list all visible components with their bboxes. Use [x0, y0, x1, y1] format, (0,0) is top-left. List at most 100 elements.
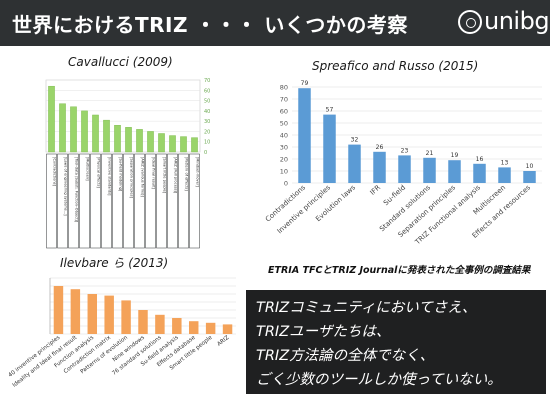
bar — [121, 300, 131, 334]
bar — [81, 110, 88, 153]
data-label: 23 — [401, 147, 409, 154]
bar — [323, 114, 336, 183]
data-label: 19 — [451, 152, 459, 159]
label-box — [167, 153, 178, 249]
data-label: 16 — [476, 156, 484, 163]
label-box — [112, 153, 123, 249]
slide-title: 世界におけるTRIZ ・・・ いくつかの考察 — [12, 13, 408, 37]
x-tick-label: [Mindset-mover] — [196, 157, 200, 187]
y-tick-label: 40 — [280, 132, 288, 140]
bar — [155, 314, 165, 334]
data-label: 26 — [376, 144, 384, 151]
plot-frame — [45, 79, 201, 153]
callout-line: TRIZ方法論の全体でなく、 — [256, 348, 435, 364]
label-box — [57, 153, 68, 249]
y-tick-label: 10 — [280, 168, 288, 176]
bar — [59, 103, 66, 153]
bar — [188, 321, 199, 334]
data-label: 32 — [351, 137, 359, 144]
conclusion-callout: TRIZコミュニティにおいてさえ、 TRIZユーザたちは、 TRIZ方法論の全体… — [246, 290, 546, 394]
callout-line: TRIZユーザたちは、 — [256, 324, 391, 340]
bar — [348, 144, 361, 183]
y-tick-label: 30 — [204, 119, 210, 125]
bar — [298, 88, 311, 183]
x-tick-label: [Inventive standards] — [108, 157, 112, 196]
y-tick-label: 80 — [280, 84, 288, 92]
bar — [48, 85, 55, 153]
y-tick-label: 60 — [280, 108, 288, 116]
label-box — [46, 153, 57, 249]
bar — [205, 322, 216, 334]
header-bar: 世界におけるTRIZ ・・・ いくつかの考察 unibg — [0, 0, 550, 46]
y-tick-label: 70 — [204, 78, 210, 84]
bar — [158, 133, 165, 153]
x-tick-label: [Su-field modeling] — [119, 157, 123, 192]
y-tick-label: 10 — [204, 140, 210, 146]
y-tick-label: 50 — [280, 120, 288, 128]
x-tick-label: Ideality and Ideal final result — [12, 334, 79, 388]
label-box — [178, 153, 189, 249]
data-label: 57 — [326, 107, 334, 114]
bar — [373, 151, 386, 183]
x-tick-label: [Multiscreen] — [86, 157, 90, 181]
y-tick-label: 50 — [204, 99, 210, 105]
bar — [523, 171, 536, 183]
label-box — [156, 153, 167, 249]
cavallucci-chart-title: Cavallucci (2009) — [68, 55, 173, 69]
data-label: 21 — [426, 150, 434, 157]
bar — [53, 286, 64, 334]
bar — [125, 127, 132, 153]
bar — [498, 167, 511, 183]
bar — [172, 318, 182, 334]
bar — [104, 295, 114, 334]
bar — [423, 157, 436, 183]
label-box — [145, 153, 156, 249]
label-box — [134, 153, 145, 249]
label-box — [90, 153, 101, 249]
bar — [473, 163, 486, 183]
label-box — [189, 153, 200, 249]
bar — [191, 137, 198, 153]
bar — [92, 114, 99, 153]
data-label: 79 — [301, 80, 309, 87]
bar — [114, 125, 121, 153]
x-tick-label: [Pattern of effects] — [185, 157, 189, 191]
bar — [147, 131, 154, 153]
bar — [169, 135, 176, 153]
y-tick-label: 20 — [280, 156, 288, 164]
callout-line: ごく少数のツールしか使っていない。 — [256, 372, 502, 388]
bar — [87, 294, 98, 334]
bar — [448, 160, 461, 183]
survey-caption: ETRIA TFCとTRIZ Journalに発表された全事例の調査結果 — [268, 265, 531, 276]
x-tick-label: [Separation principles] — [130, 157, 134, 198]
cavallucci-bar-chart: 0 10 20 30 40 50 60 70 [Contradictions] [Laws of … — [45, 78, 210, 249]
y-tick-label: 70 — [280, 96, 288, 104]
label-box — [123, 153, 134, 249]
x-tick-label: [Tool-data (Substi. Function–Object)] — [75, 157, 79, 223]
label-box — [101, 153, 112, 249]
x-tick-label: [Smart little people] — [163, 157, 167, 194]
y-tick-label: 20 — [204, 129, 210, 135]
y-tick-label: 30 — [280, 144, 288, 152]
y-tick-label: 0 — [284, 180, 288, 188]
bar — [138, 310, 148, 334]
bar — [70, 289, 81, 334]
x-tick-label: [ARIZ (Full process)] — [174, 157, 178, 194]
spreafico-chart-title: Spreafico and Russo (2015) — [312, 59, 479, 73]
label-box — [79, 153, 90, 249]
data-label: 13 — [501, 159, 509, 166]
label-box — [68, 153, 79, 249]
logo-text: unibg — [484, 7, 550, 35]
callout-line: TRIZコミュニティにおいてさえ、 — [256, 300, 477, 316]
x-tick-label: IFR — [369, 183, 383, 196]
x-tick-label: [Ideal final result] — [152, 157, 156, 189]
data-label: 10 — [526, 163, 534, 170]
y-tick-label: 40 — [204, 109, 210, 115]
x-tick-label: ARIZ — [216, 335, 230, 348]
unibg-logo: unibg — [458, 7, 550, 37]
university-seal-icon — [458, 10, 482, 34]
bar — [70, 106, 77, 153]
bar — [136, 129, 143, 153]
